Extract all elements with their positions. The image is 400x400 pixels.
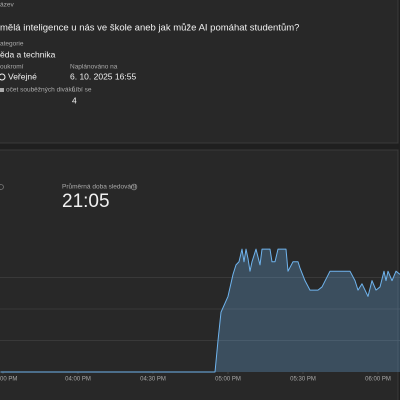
category-label: ategorie	[0, 41, 24, 48]
scheduled: 6. 10. 2025 16:55	[70, 71, 136, 81]
video-title: mělá inteligence u nás ve škole aneb jak…	[0, 23, 299, 34]
metric-marker	[0, 184, 4, 190]
plot: 00 PM 04:00 PM 04:30 PM 05:00 PM 05:30 PM 06:…	[0, 248, 400, 383]
series-line	[0, 248, 400, 373]
privacy: Veřejné	[8, 71, 37, 81]
x-tick-label: 05:00 PM	[215, 377, 241, 383]
area-fill	[0, 249, 400, 372]
category: ěda a technika	[0, 49, 56, 59]
privacy-label: oukromí	[0, 64, 24, 71]
viewers-label: očet souběžných diváků	[6, 86, 76, 94]
public-icon	[0, 73, 6, 81]
title-label: ázev	[0, 2, 14, 9]
x-tick-label: 05:30 PM	[290, 377, 316, 383]
likes: 4	[72, 95, 77, 105]
details-panel	[0, 0, 399, 144]
scheduled-label: Naplánováno na	[70, 64, 118, 71]
metric-value: 21:05	[62, 191, 110, 212]
metric-label: Průměrná doba sledování	[62, 183, 137, 191]
x-tick-label: 04:30 PM	[140, 377, 166, 383]
x-tick-label: 00 PM	[0, 377, 17, 383]
chart-panel	[0, 149, 399, 400]
likes-label: Líbí se	[72, 87, 92, 94]
x-tick-label: 04:00 PM	[65, 377, 91, 383]
info-icon[interactable]	[130, 183, 138, 191]
viewers-icon	[0, 88, 4, 92]
x-tick-label: 06:00 PM	[365, 377, 391, 383]
